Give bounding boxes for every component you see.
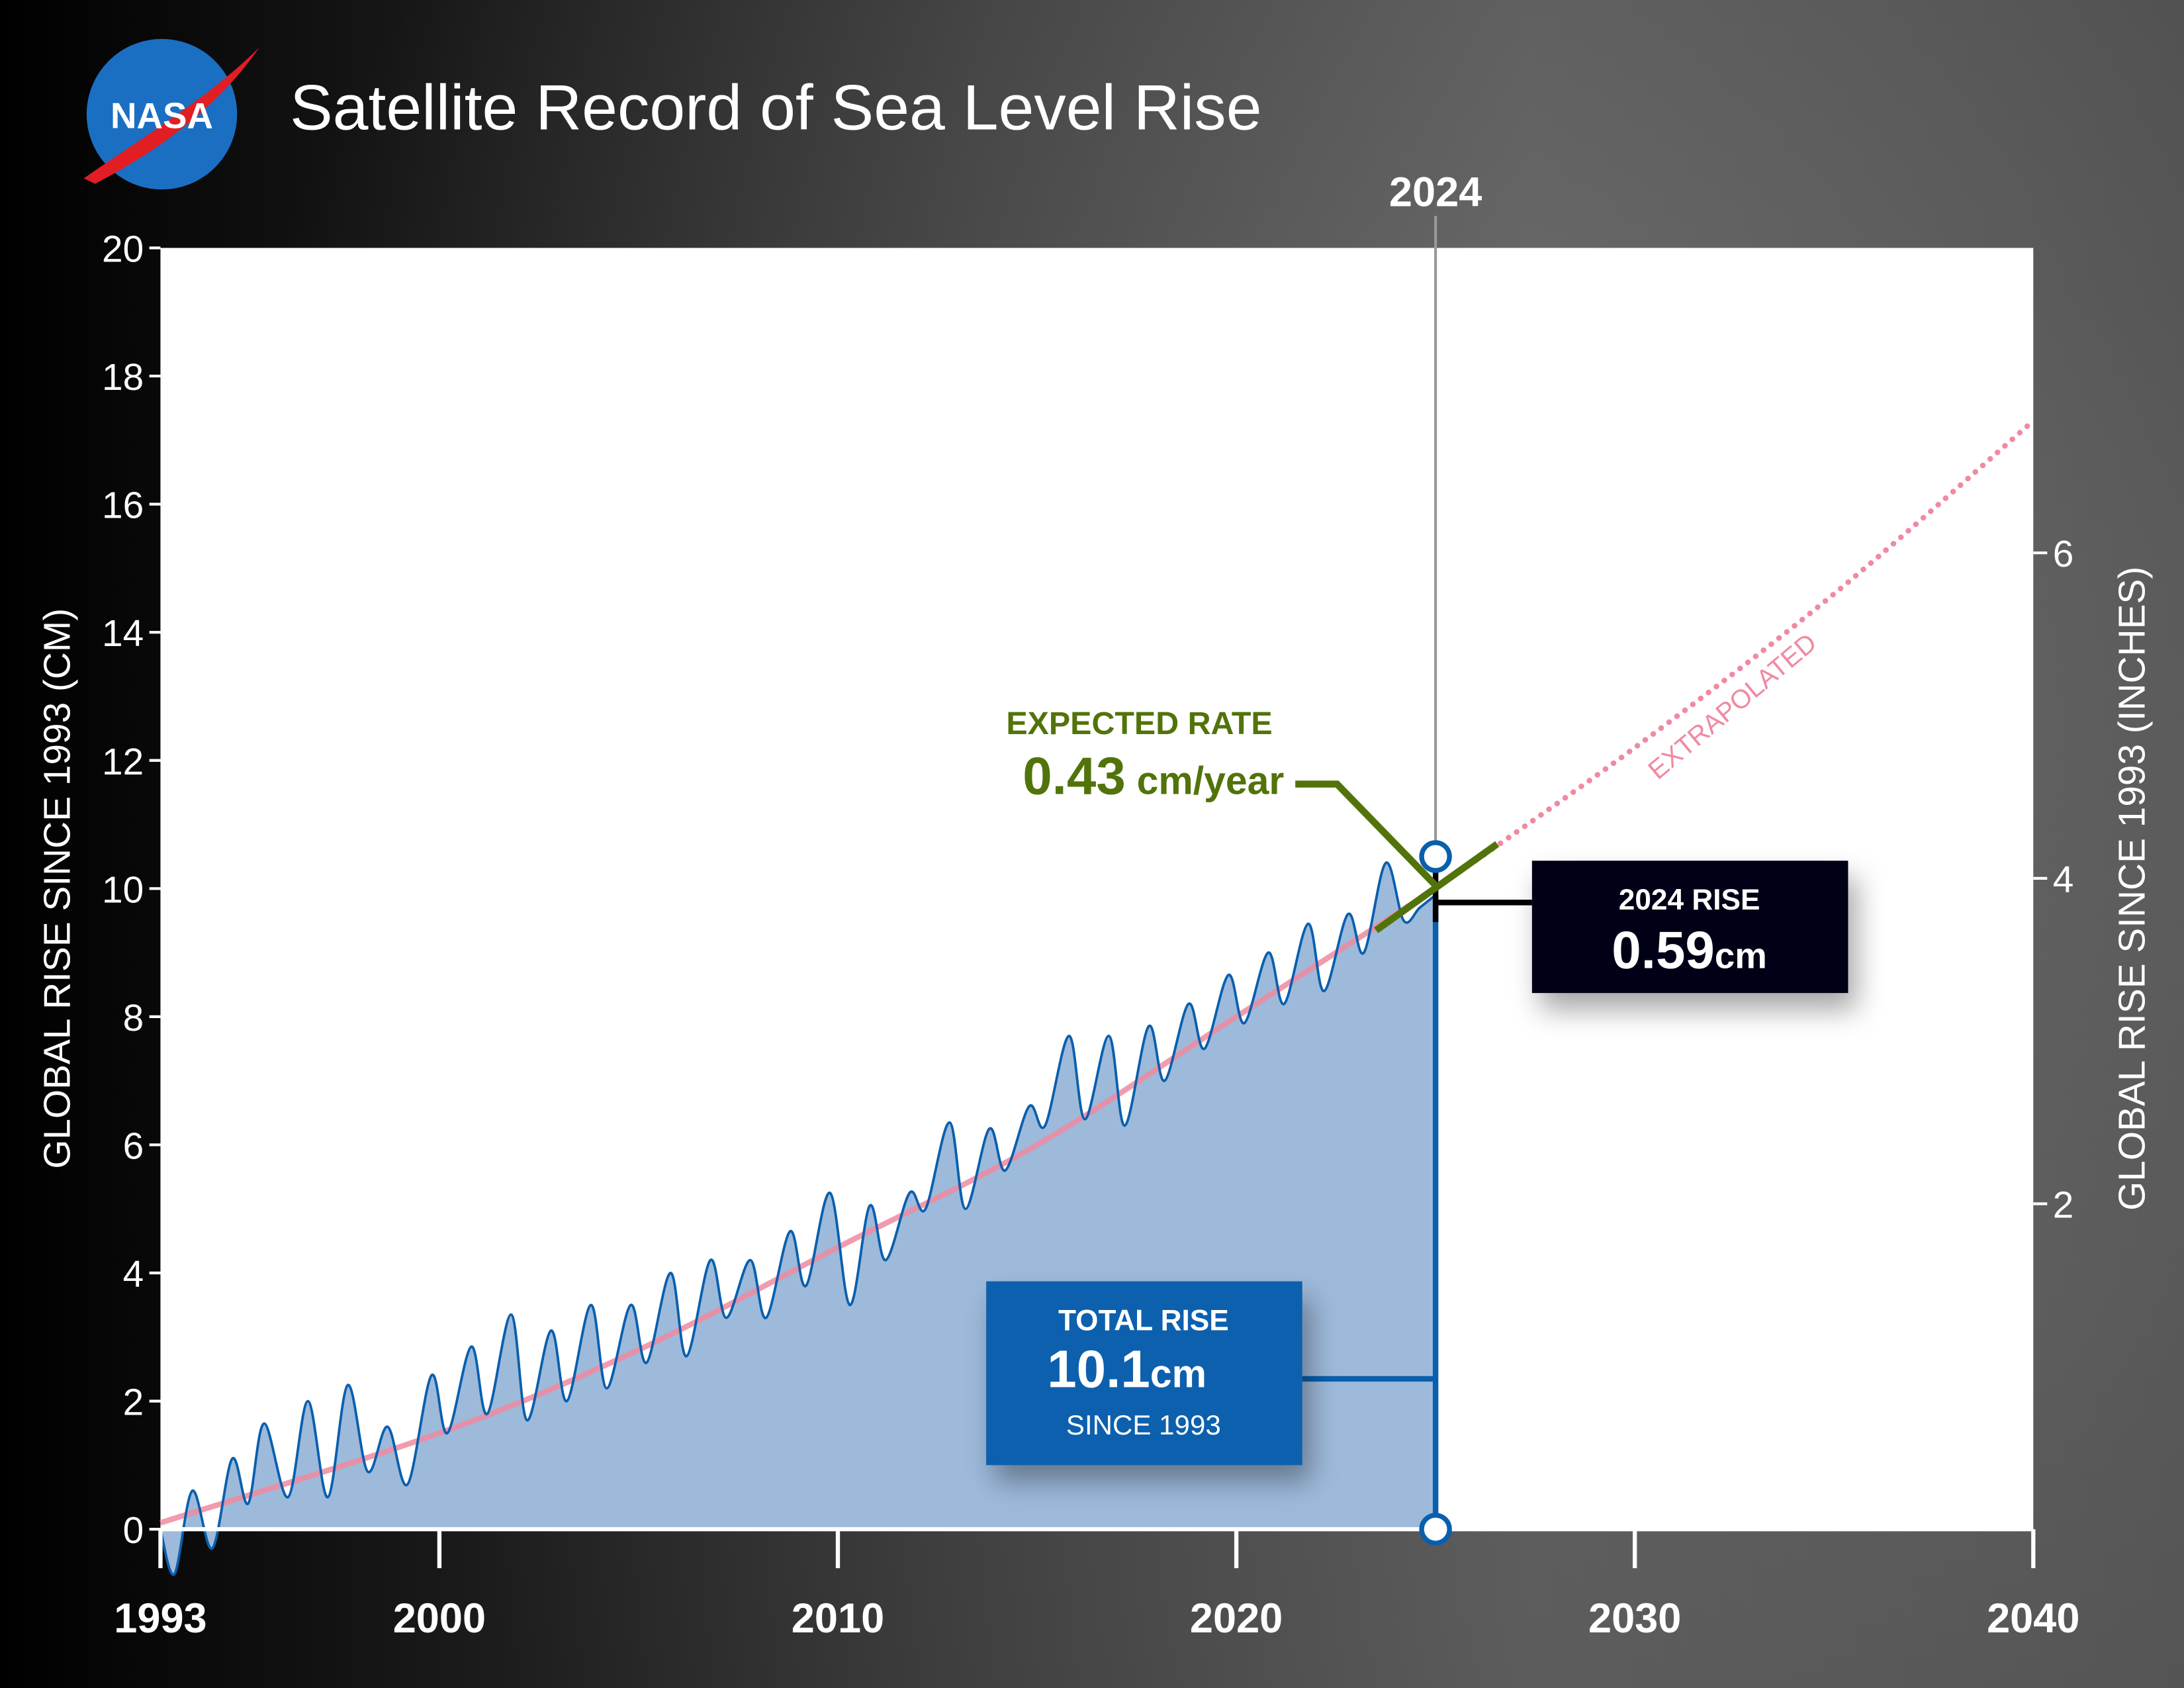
y-tick-label: 18 [102,357,144,399]
y-right-tick-label: 6 [2053,534,2074,575]
bottom-marker-dot [1419,1513,1452,1546]
y-tick-label: 2 [123,1382,144,1424]
y-tick-label: 8 [123,998,144,1039]
y-axis-label: GLOBAL RISE SINCE 1993 (CM) [37,608,79,1169]
expected-rate-label: EXPECTED RATE [1006,706,1272,741]
nasa-logo: NASA [83,38,259,190]
y-tick-label: 12 [102,741,144,783]
y-tick-label: 14 [102,613,144,655]
trend-line [159,886,1437,1526]
expected-rate-unit: cm/year [1137,759,1285,802]
total-rise-since: SINCE 1993 [1066,1409,1221,1440]
chart-title: Satellite Record of Sea Level Rise [290,71,1261,144]
total-rise-label: TOTAL RISE [1058,1304,1229,1336]
x-tick-label: 2020 [1190,1595,1283,1642]
y-right-axis-label: GLOBAL RISE SINCE 1993 (INCHES) [2112,567,2154,1211]
x-tick-label: 2040 [1987,1595,2079,1642]
expected-rate-tangent [1374,841,1500,933]
expected-rate-text: 0.43 cm/year [1023,746,1284,805]
observed-line [159,861,1437,1576]
y-right-tick-label: 2 [2053,1185,2074,1227]
logo-text: NASA [111,95,213,136]
total-rise-box [986,1281,1302,1466]
y-tick-label: 20 [102,229,144,271]
x-tick-label: 2010 [792,1595,884,1642]
rise-2024-box [1531,861,1848,994]
y-tick-label: 10 [102,869,144,911]
x-tick-label: 2000 [393,1595,486,1642]
rise-2024-label: 2024 RISE [1619,884,1760,916]
y-tick-label: 0 [123,1510,144,1552]
y-tick-label: 16 [102,485,144,527]
expected-rate-value: 0.43 [1023,746,1126,805]
top-marker-dot [1419,840,1452,873]
x-tick-label: 1993 [114,1595,206,1642]
y-tick-label: 4 [123,1254,144,1295]
logo-swoosh [83,47,259,184]
expected-rate-leader [1295,780,1439,888]
x-tick-label: 2030 [1588,1595,1681,1642]
y-tick-label: 6 [123,1125,144,1167]
extrapolated-line [1432,418,2036,892]
total-rise-text: 10.1cm [1047,1340,1206,1399]
total-rise-unit: cm [1150,1353,1206,1396]
year-marker-label: 2024 [1389,169,1482,215]
rise-2024-value: 0.59 [1612,920,1715,979]
total-rise-value: 10.1 [1047,1340,1150,1399]
y-right-tick-label: 4 [2053,859,2074,901]
rise-2024-text: 0.59cm [1612,920,1767,979]
rise-2024-unit: cm [1715,935,1767,976]
